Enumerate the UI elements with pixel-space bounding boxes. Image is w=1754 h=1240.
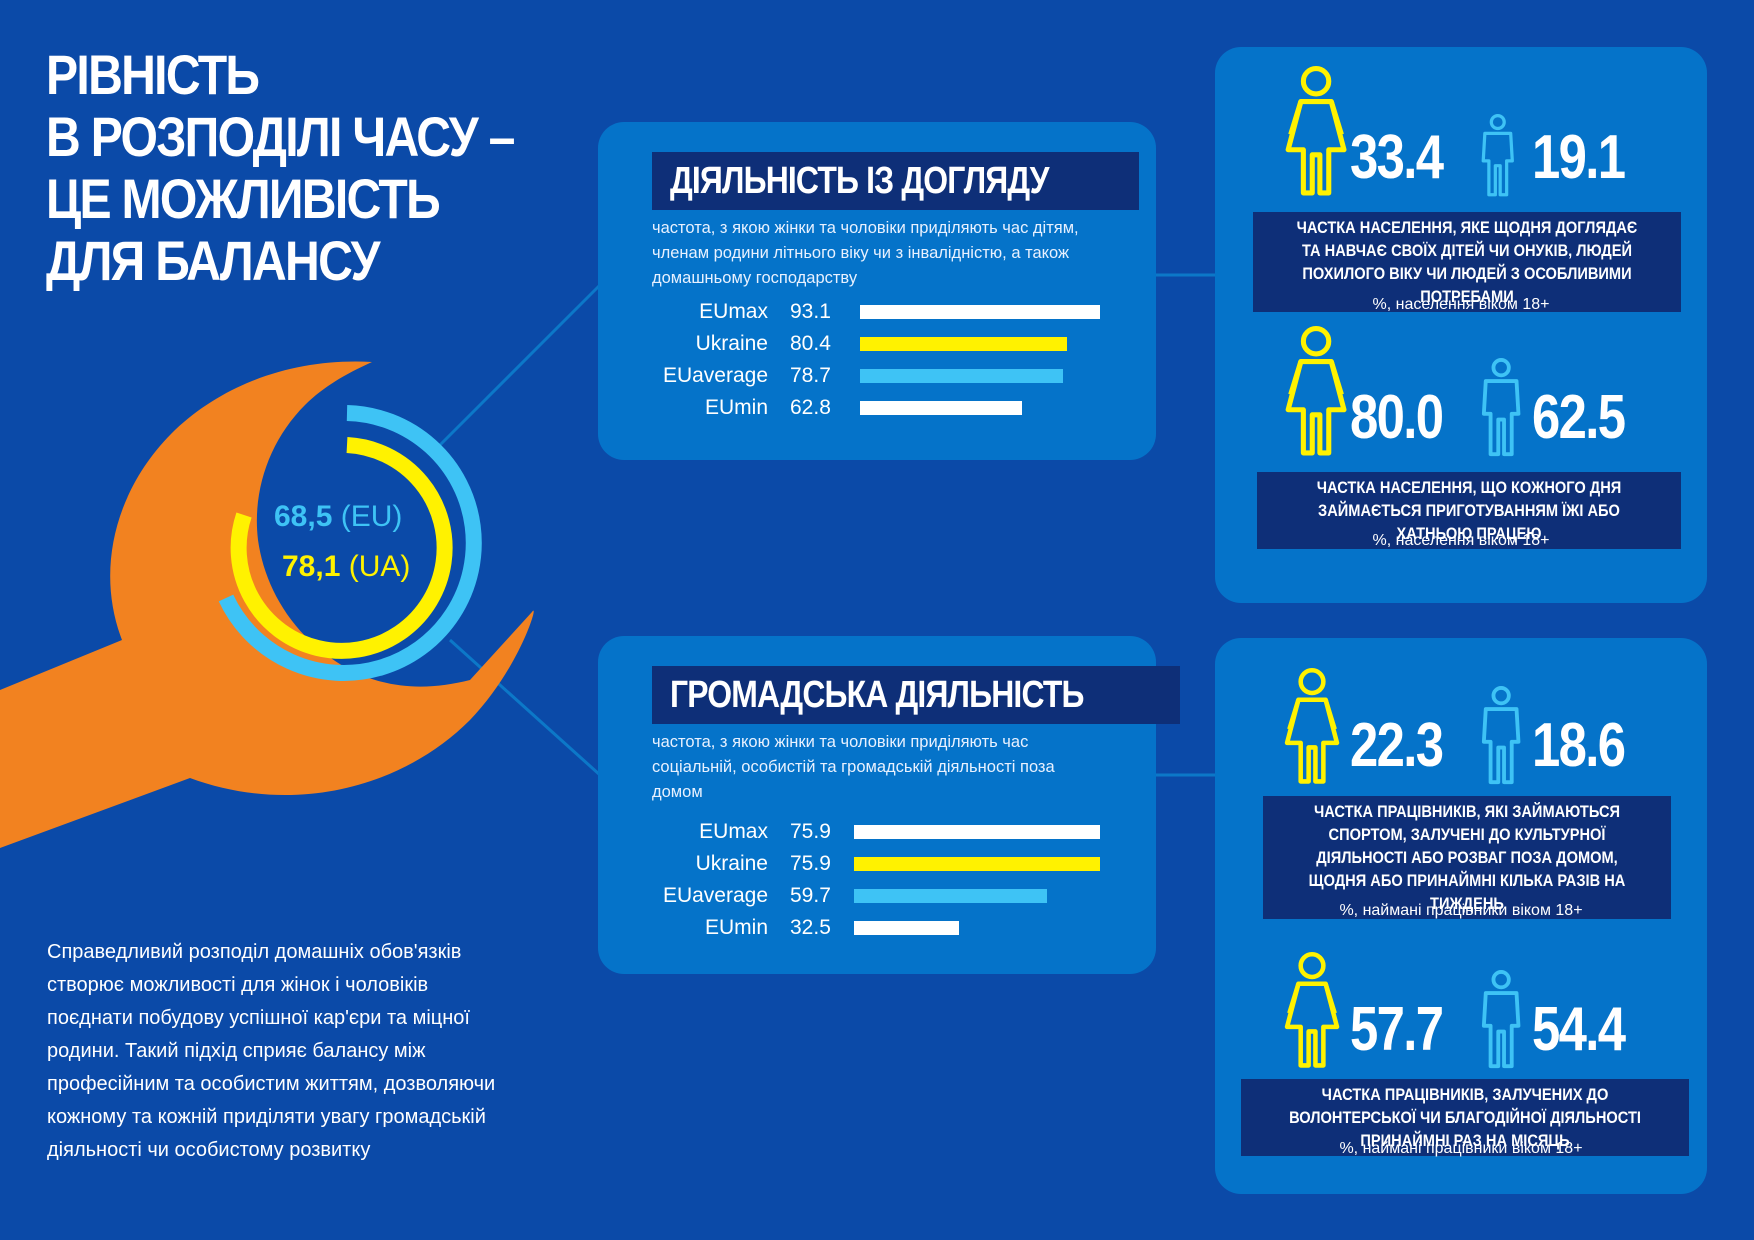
gauge-eu-value: 68,5	[274, 500, 333, 533]
male-person-icon	[1481, 970, 1521, 1069]
bar-label-eumin: EUmin	[704, 916, 768, 939]
bar-label-ukraine: Ukraine	[695, 852, 768, 875]
title-line: в розподілі часу –	[46, 105, 515, 168]
female-person-icon	[1285, 326, 1347, 456]
title-line: Рівність	[46, 43, 260, 106]
gauge-ua-arc	[230, 437, 453, 659]
bar-eumax	[854, 825, 1100, 839]
male-value: 54.4	[1532, 995, 1626, 1064]
care-panel: ДІЯЛЬНІСТЬ ІЗ ДОГЛЯДУ частота, з якою жі…	[598, 122, 1156, 460]
civic-bar-chart: EUmax 75.9 Ukraine 75.9 EUaverage 59.7 EUmin 32…	[598, 817, 1156, 947]
care-panel-heading: ДІЯЛЬНІСТЬ ІЗ ДОГЛЯДУ	[652, 152, 1139, 210]
bar-euaverage	[860, 369, 1063, 383]
female-person-icon	[1284, 952, 1340, 1068]
bar-value-eumin: 62.8	[790, 396, 831, 419]
female-person-icon	[1285, 66, 1347, 196]
stat-note: %, населення віком 18+	[1372, 532, 1550, 549]
male-value: 19.1	[1532, 123, 1626, 192]
bar-label-ukraine: Ukraine	[695, 332, 768, 355]
female-value: 33.4	[1350, 123, 1444, 192]
wrench-icon	[0, 361, 534, 848]
gauge-ua-label: 78,1 (UA)	[282, 550, 410, 584]
female-value: 80.0	[1350, 383, 1444, 452]
bar-value-eumax: 75.9	[790, 820, 831, 843]
female-value: 22.3	[1350, 711, 1444, 780]
bar-label-eumax: EUmax	[699, 820, 768, 843]
bar-eumax	[860, 305, 1100, 319]
gauge-ua-value: 78,1	[282, 550, 341, 583]
male-person-icon	[1481, 358, 1521, 457]
gauge-eu-arc	[218, 405, 482, 681]
bar-label-euaverage: EUaverage	[662, 884, 768, 907]
gauge-eu-suffix: (EU)	[340, 500, 403, 533]
bar-label-euaverage: EUaverage	[662, 364, 768, 387]
bar-label-eumin: EUmin	[704, 396, 768, 419]
civic-panel-description: частота, з якою жінки та чоловіки приділ…	[652, 733, 1055, 801]
stat-note: %, наймані працівники віком 18+	[1339, 902, 1583, 919]
bar-value-eumax: 93.1	[790, 300, 831, 323]
female-person-icon	[1284, 668, 1340, 784]
male-value: 18.6	[1532, 711, 1626, 780]
bar-value-euaverage: 59.7	[790, 884, 831, 907]
gauge	[218, 405, 482, 681]
bar-ukraine	[860, 337, 1067, 351]
stat-caption: Частка працівників, залучених до волонте…	[1241, 1079, 1689, 1156]
civic-panel-heading: ГРОМАДСЬКА ДІЯЛЬНІСТЬ	[652, 666, 1181, 724]
bar-value-ukraine: 75.9	[790, 852, 831, 875]
bar-eumin	[854, 921, 959, 935]
intro-paragraph: Справедливий розподіл домашніх обов'язкі…	[47, 941, 496, 1161]
stat-note: %, населення віком 18+	[1372, 296, 1550, 313]
title-line: для балансу	[46, 229, 380, 292]
stat-caption: Частка населення, що кожного дня займаєт…	[1257, 472, 1681, 549]
male-person-icon	[1481, 114, 1514, 197]
gauge-eu-label: 68,5 (EU)	[274, 500, 402, 534]
bar-euaverage	[854, 889, 1047, 903]
bar-value-ukraine: 80.4	[790, 332, 831, 355]
male-value: 62.5	[1532, 383, 1626, 452]
title-line: це можливість	[46, 167, 441, 230]
female-value: 57.7	[1350, 995, 1444, 1064]
bar-value-euaverage: 78.7	[790, 364, 831, 387]
page-title: Рівність в розподілі часу – це можливіст…	[46, 43, 515, 292]
stat-note: %, наймані працівники віком 18+	[1339, 1140, 1583, 1157]
stat-caption: Частка населення, яке щодня доглядає та …	[1253, 212, 1681, 312]
bar-ukraine	[854, 857, 1100, 871]
gauge-ua-suffix: (UA)	[348, 550, 411, 583]
care-panel-description: частота, з якою жінки та чоловіки приділ…	[652, 219, 1079, 287]
stat-caption: Частка працівників, які займаються спорт…	[1263, 796, 1671, 919]
bar-eumin	[860, 401, 1022, 415]
bar-value-eumin: 32.5	[790, 916, 831, 939]
bar-label-eumax: EUmax	[699, 300, 768, 323]
care-bar-chart: EUmax 93.1 Ukraine 80.4 EUaverage 78.7 EUmin 62…	[598, 297, 1156, 427]
male-person-icon	[1481, 686, 1521, 785]
civic-panel: ГРОМАДСЬКА ДІЯЛЬНІСТЬ частота, з якою жі…	[598, 636, 1181, 974]
